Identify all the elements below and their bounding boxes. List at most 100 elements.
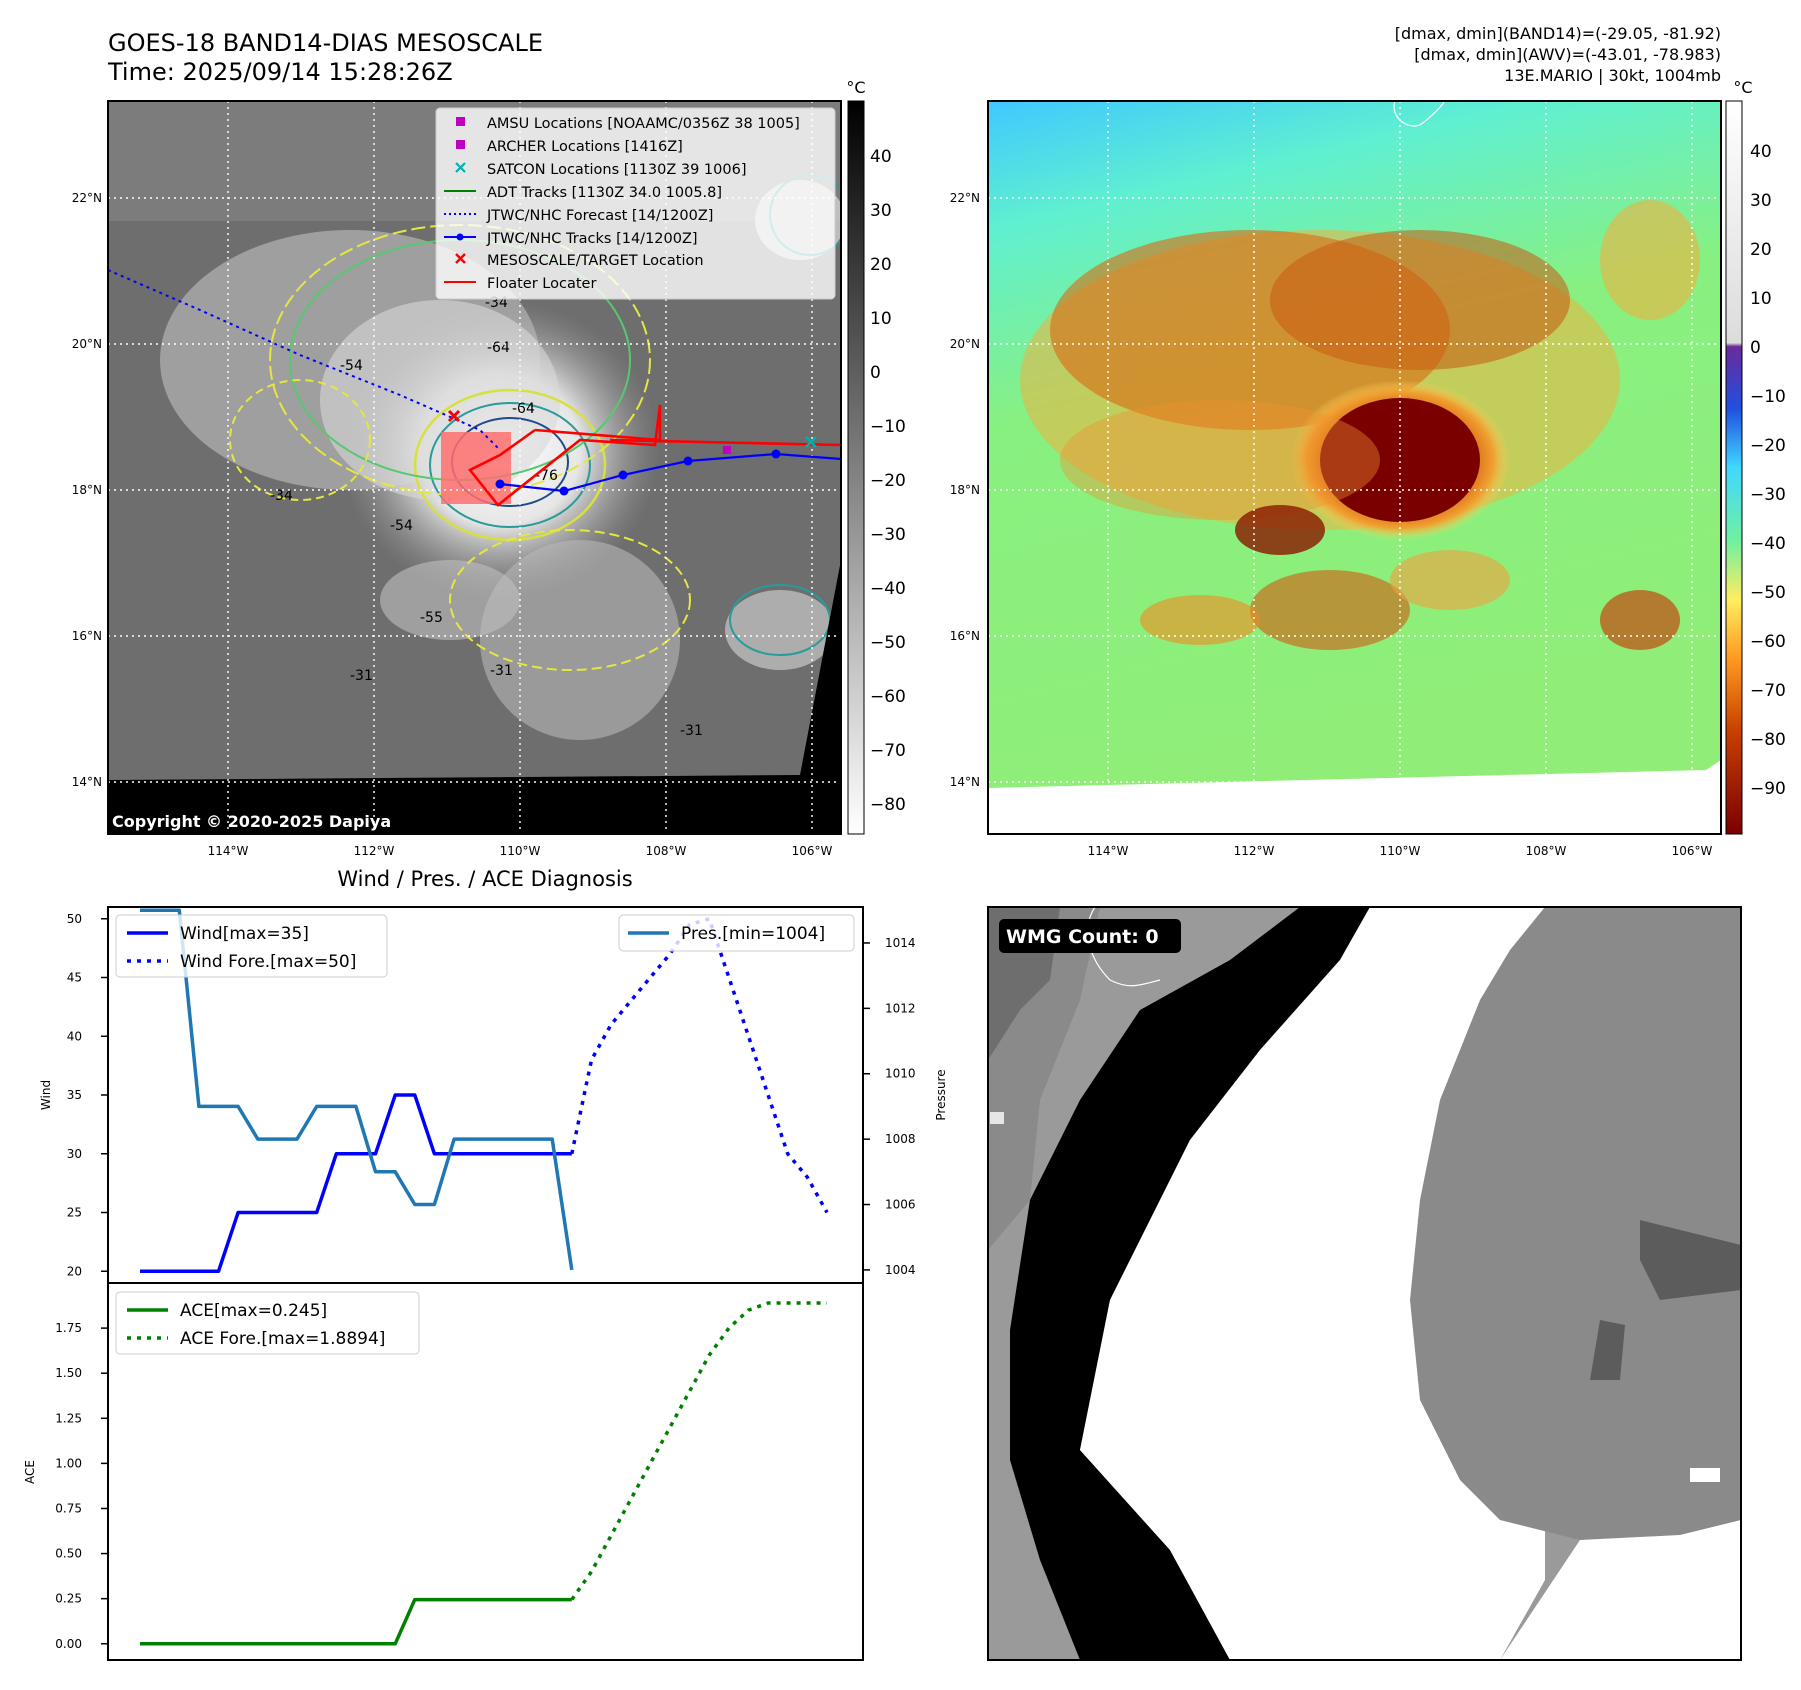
pressure-axis-label: Pressure	[934, 1069, 948, 1120]
lat-label: 20°N	[72, 337, 102, 351]
colorbar-tick: −60	[1750, 632, 1786, 652]
colorbar-tick: −40	[1750, 534, 1786, 554]
legend-wind: Wind[max=35]	[180, 924, 309, 944]
figure-time: Time: 2025/09/14 15:28:26Z	[107, 58, 453, 86]
lon-label: 108°W	[646, 844, 687, 858]
copyright-text: Copyright © 2020-2025 Dapiya	[112, 812, 391, 831]
wind-axis-label: Wind	[39, 1080, 53, 1110]
track-points	[495, 449, 781, 496]
contour-label: -31	[680, 723, 703, 739]
lon-label: 112°W	[1234, 844, 1275, 858]
lon-label: 110°W	[1380, 844, 1421, 858]
wind-tick-label: 25	[67, 1206, 82, 1220]
pressure-series-line	[140, 908, 574, 1271]
wind-tick-label: 40	[67, 1029, 82, 1043]
colorbar-tick: −30	[1750, 485, 1786, 505]
pressure-legend: Pres.[min=1004]	[618, 914, 855, 952]
ir-lat-labels: 22°N 20°N 18°N 16°N 14°N	[72, 191, 102, 789]
ir-lon-labels: 114°W 112°W 110°W 108°W 106°W	[208, 844, 833, 858]
awv-map-frame	[987, 100, 1722, 835]
legend-amsu-marker	[456, 117, 465, 126]
legend-satcon: SATCON Locations [1130Z 39 1006]	[487, 162, 746, 178]
ace-forecast-series-line	[570, 1301, 827, 1601]
wind-tick-label: 50	[67, 912, 82, 926]
wind-tick-label: 20	[67, 1264, 82, 1278]
legend-amsu: AMSU Locations [NOAAMC/0356Z 38 1005]	[487, 116, 800, 132]
pressure-tick-label: 1014	[885, 936, 916, 950]
legend-adt: ADT Tracks [1130Z 34.0 1005.8]	[487, 185, 722, 201]
colorbar-tick: −10	[1750, 387, 1786, 407]
ace-tick-label: 1.75	[55, 1321, 82, 1335]
ace-chart: ACE 0.00 0.25 0.50 0.75 1.00 1.25 1.50 1.75 ACE…	[23, 1282, 864, 1661]
contour-label: -31	[350, 668, 373, 684]
colorbar-tick: −80	[870, 795, 906, 815]
lat-label: 18°N	[72, 483, 102, 497]
lon-label: 106°W	[792, 844, 833, 858]
lon-label: 112°W	[354, 844, 395, 858]
colorbar-tick: 30	[870, 201, 892, 221]
ace-tick-label: 1.50	[55, 1366, 82, 1380]
lat-label: 22°N	[950, 191, 980, 205]
contour-label: -76	[535, 468, 558, 484]
contour-label: -64	[487, 340, 510, 356]
lat-label: 18°N	[950, 483, 980, 497]
colorbar-tick: 10	[870, 309, 892, 329]
legend-target: MESOSCALE/TARGET Location	[487, 253, 704, 269]
contour-label: -31	[490, 663, 513, 679]
lon-label: 114°W	[1088, 844, 1129, 858]
ace-tick-label: 0.75	[55, 1501, 82, 1515]
lon-label: 110°W	[500, 844, 541, 858]
contour-label: -54	[340, 358, 363, 374]
colorbar-tick: −30	[870, 525, 906, 545]
colorbar-tick: −70	[870, 741, 906, 761]
legend-satcon-marker	[455, 162, 466, 173]
legend-ace: ACE[max=0.245]	[180, 1301, 327, 1321]
ace-tick-label: 0.00	[55, 1637, 82, 1651]
awv-map-panel: 22°N 20°N 18°N 16°N 14°N 114°W 112°W 110…	[950, 100, 1722, 858]
lat-label: 22°N	[72, 191, 102, 205]
colorbar-tick: −50	[870, 633, 906, 653]
ace-tick-label: 1.00	[55, 1456, 82, 1470]
wind-series-line	[140, 1093, 572, 1274]
wmg-frame	[987, 906, 1742, 1661]
colorbar-tick: 20	[870, 255, 892, 275]
wmg-imagery	[988, 907, 1741, 1660]
lat-label: 14°N	[950, 775, 980, 789]
pressure-axis-ticks: 1004 1006 1008 1010 1012 1014	[863, 936, 916, 1277]
pressure-tick-label: 1008	[885, 1132, 916, 1146]
colorbar-tick: −70	[1750, 681, 1786, 701]
floater-locater-line	[467, 404, 662, 507]
colorbar-tick: 0	[870, 363, 881, 383]
map-legend: AMSU Locations [NOAAMC/0356Z 38 1005] AR…	[435, 107, 836, 300]
colorbar-tick: 30	[1750, 191, 1772, 211]
colorbar-tick: −50	[1750, 583, 1786, 603]
colorbar-tick: −20	[1750, 436, 1786, 456]
wind-tick-label: 30	[67, 1147, 82, 1161]
ace-axis-ticks: 0.00 0.25 0.50 0.75 1.00 1.25 1.50 1.75	[55, 1321, 108, 1651]
mesoscale-target-x	[447, 409, 461, 423]
ace-series-group	[140, 1301, 827, 1646]
wind-tick-label: 45	[67, 971, 82, 985]
wind-legend: Wind[max=35] Wind Fore.[max=50]	[115, 914, 388, 978]
colorbar-tick: 20	[1750, 240, 1772, 260]
wmg-count-badge	[999, 919, 1181, 953]
pressure-tick-label: 1012	[885, 1001, 916, 1015]
colorbar-unit: °C	[846, 78, 865, 97]
ace-tick-label: 1.25	[55, 1411, 82, 1425]
wind-axis-ticks: 20 25 30 35 40 45 50	[67, 912, 108, 1278]
ir-map-panel: -34 -64 -54 -64 -76 -54 -34 -31 -31 -31 …	[72, 100, 842, 858]
colorbar-tick: −10	[870, 417, 906, 437]
awv-lon-labels: 114°W 112°W 110°W 108°W 106°W	[1088, 844, 1713, 858]
wmg-panel: WMG Count: 0	[987, 906, 1742, 1661]
figure-title: GOES-18 BAND14-DIAS MESOSCALE	[108, 29, 543, 57]
ace-tick-label: 0.50	[55, 1547, 82, 1561]
lat-label: 20°N	[950, 337, 980, 351]
lat-label: 16°N	[72, 629, 102, 643]
wind-tick-label: 35	[67, 1088, 82, 1102]
legend-pressure: Pres.[min=1004]	[681, 924, 825, 944]
info-band14-range: [dmax, dmin](BAND14)=(-29.05, -81.92)	[1395, 24, 1721, 43]
colorbar-tick: −60	[870, 687, 906, 707]
wmg-count-text: WMG Count: 0	[1006, 926, 1159, 948]
info-storm-summary: 13E.MARIO | 30kt, 1004mb	[1504, 66, 1721, 85]
